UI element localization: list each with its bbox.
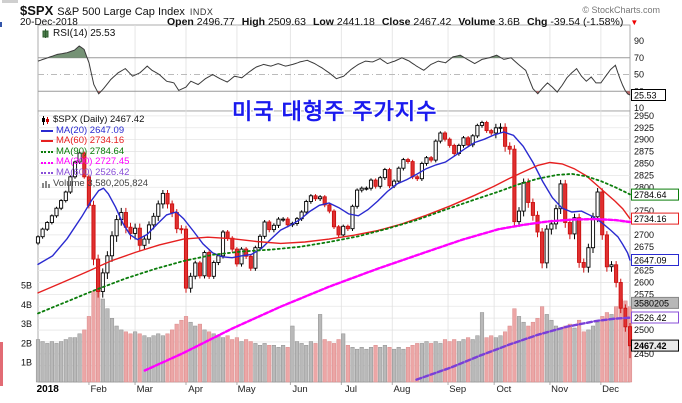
quote-change: Chg -39.54 (-1.58%): [527, 16, 624, 28]
legend-title: $SPX (Daily) 2467.42: [53, 114, 145, 125]
rsi-legend: RSI(14) 25.53: [41, 28, 115, 39]
volume-bars-icon: [42, 181, 50, 189]
svg-text:Apr: Apr: [188, 384, 203, 395]
quote-close: Close 2467.42: [381, 16, 452, 28]
svg-text:3B: 3B: [21, 319, 32, 329]
ma90-line-swatch: [41, 151, 53, 154]
clipped-page-artifact: [0, 342, 3, 386]
ma60-line-swatch: [41, 140, 53, 143]
legend-volume: Volume 3,580,205,824: [41, 177, 149, 190]
svg-text:2850: 2850: [634, 158, 654, 168]
ma600-line: [415, 316, 632, 381]
svg-text:2734.16: 2734.16: [634, 214, 667, 224]
symbol: $SPX: [20, 3, 54, 18]
rsi-panel: [37, 45, 631, 96]
svg-text:2600: 2600: [634, 277, 654, 287]
svg-text:2800: 2800: [634, 182, 654, 192]
svg-text:2825: 2825: [634, 170, 654, 180]
quote-high: High 2509.63: [241, 16, 306, 28]
svg-text:70: 70: [634, 53, 644, 63]
rsi-label: RSI(14) 25.53: [53, 28, 116, 39]
candles: [35, 120, 633, 359]
ma300-line: [143, 217, 632, 372]
chart-header: $SPX S&P 500 Large Cap Index INDX: [20, 3, 213, 18]
svg-text:Aug: Aug: [393, 384, 410, 395]
svg-text:2B: 2B: [21, 338, 32, 348]
quote-volume: Volume 3.6B: [458, 16, 521, 28]
exchange: INDX: [189, 7, 214, 17]
svg-text:2526.42: 2526.42: [634, 313, 667, 323]
price-legend: $SPX (Daily) 2467.42 MA(20) 2647.09 MA(6…: [41, 114, 149, 190]
svg-text:3580205: 3580205: [634, 298, 669, 308]
svg-text:2450: 2450: [634, 349, 654, 359]
candlestick-icon: [42, 115, 49, 125]
svg-text:5B: 5B: [21, 281, 32, 291]
svg-text:Feb: Feb: [90, 384, 106, 395]
clipped-page-artifact: [0, 22, 2, 27]
symbol-name: S&P 500 Large Cap Index: [57, 6, 185, 18]
svg-text:90: 90: [634, 36, 644, 46]
quote-low: Low 2441.18: [312, 16, 375, 28]
clipped-page-artifact: [2, 0, 18, 3]
legend-ma20: MA(20) 2647.09: [41, 125, 148, 137]
axis-value-boxes: 2784.64 2734.16 2647.09 3580205 2526.42 2467.…: [631, 89, 679, 352]
legend-volume-label: Volume 3,580,205,824: [53, 177, 149, 189]
svg-text:Nov: Nov: [551, 384, 568, 395]
svg-text:2700: 2700: [634, 230, 654, 240]
chart-date: 20-Dec-2018: [20, 17, 78, 28]
ma20-line: [37, 131, 631, 266]
svg-text:Dec: Dec: [602, 384, 619, 395]
svg-text:2784.64: 2784.64: [634, 190, 667, 200]
svg-text:2875: 2875: [634, 147, 654, 157]
ma90-line: [37, 172, 631, 315]
svg-text:25.53: 25.53: [634, 91, 657, 101]
quote-line: Open 2496.77 High 2509.63 Low 2441.18 Close…: [167, 16, 638, 28]
svg-text:Oct: Oct: [496, 384, 511, 395]
svg-text:1B: 1B: [21, 358, 32, 368]
svg-text:50: 50: [634, 70, 644, 80]
volume-bars: [35, 279, 633, 383]
svg-text:2950: 2950: [634, 111, 654, 121]
svg-text:Sep: Sep: [449, 384, 466, 395]
legend-ma90: MA(90) 2784.64: [41, 146, 148, 158]
svg-text:Jun: Jun: [292, 384, 307, 395]
legend-ma600: MA(600) 2526.42: [41, 167, 148, 179]
rsi-indicator-icon: [42, 29, 49, 38]
svg-text:2625: 2625: [634, 266, 654, 276]
quote-open: Open 2496.77: [167, 16, 235, 28]
svg-text:2467.42: 2467.42: [634, 341, 667, 351]
ma300-line-swatch: [41, 161, 53, 164]
copyright: © StockCharts.com: [582, 5, 660, 15]
svg-text:2750: 2750: [634, 206, 654, 216]
svg-text:2675: 2675: [634, 242, 654, 252]
ma60-line: [37, 161, 631, 294]
legend-ma60: MA(60) 2734.16: [41, 136, 148, 147]
legend-title-row: $SPX (Daily) 2467.42: [41, 114, 148, 126]
chg-dropdown-arrow-icon[interactable]: ▼: [630, 18, 639, 27]
ma600-line-swatch: [41, 172, 53, 175]
svg-text:Jul: Jul: [345, 384, 357, 395]
svg-text:2575: 2575: [634, 289, 654, 299]
svg-text:2018: 2018: [37, 384, 60, 395]
svg-text:Mar: Mar: [137, 384, 153, 395]
svg-text:2925: 2925: [634, 123, 654, 133]
svg-text:2900: 2900: [634, 135, 654, 145]
svg-text:4B: 4B: [21, 300, 32, 310]
legend-ma300: MA(300) 2727.45: [41, 157, 148, 168]
svg-text:2647.09: 2647.09: [634, 256, 667, 266]
ma20-line-swatch: [41, 129, 53, 132]
svg-text:10: 10: [634, 103, 644, 113]
korean-annotation-overlay: 미국 대형주 주가지수: [232, 99, 438, 124]
svg-text:2500: 2500: [634, 325, 654, 335]
svg-text:May: May: [238, 384, 256, 395]
